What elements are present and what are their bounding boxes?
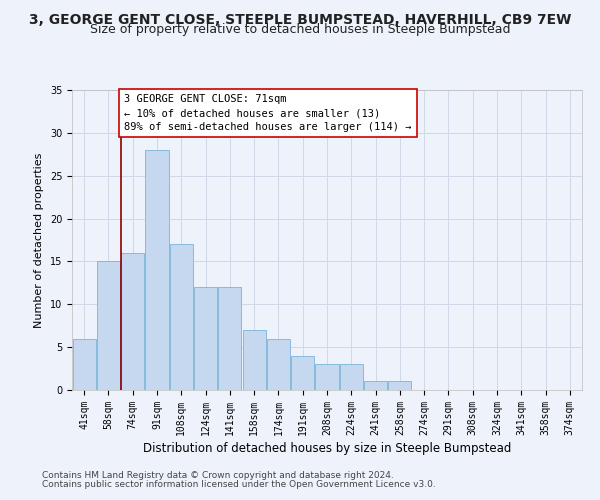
Text: Contains public sector information licensed under the Open Government Licence v3: Contains public sector information licen…	[42, 480, 436, 489]
Bar	[97, 262, 120, 390]
Bar	[145, 150, 169, 390]
Text: Contains HM Land Registry data © Crown copyright and database right 2024.: Contains HM Land Registry data © Crown c…	[42, 471, 394, 480]
Bar	[242, 330, 266, 390]
Bar	[364, 382, 387, 390]
Bar	[218, 287, 241, 390]
Bar	[73, 338, 95, 390]
Bar	[316, 364, 338, 390]
Bar	[121, 253, 144, 390]
Text: Size of property relative to detached houses in Steeple Bumpstead: Size of property relative to detached ho…	[90, 22, 510, 36]
Text: 3 GEORGE GENT CLOSE: 71sqm
← 10% of detached houses are smaller (13)
89% of semi: 3 GEORGE GENT CLOSE: 71sqm ← 10% of deta…	[124, 94, 412, 132]
Bar	[340, 364, 363, 390]
Bar	[170, 244, 193, 390]
Bar	[194, 287, 217, 390]
X-axis label: Distribution of detached houses by size in Steeple Bumpstead: Distribution of detached houses by size …	[143, 442, 511, 455]
Y-axis label: Number of detached properties: Number of detached properties	[34, 152, 44, 328]
Text: 3, GEORGE GENT CLOSE, STEEPLE BUMPSTEAD, HAVERHILL, CB9 7EW: 3, GEORGE GENT CLOSE, STEEPLE BUMPSTEAD,…	[29, 12, 571, 26]
Bar	[267, 338, 290, 390]
Bar	[291, 356, 314, 390]
Bar	[388, 382, 412, 390]
